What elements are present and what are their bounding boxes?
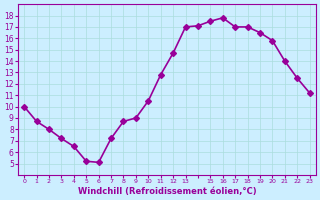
X-axis label: Windchill (Refroidissement éolien,°C): Windchill (Refroidissement éolien,°C) xyxy=(77,187,256,196)
